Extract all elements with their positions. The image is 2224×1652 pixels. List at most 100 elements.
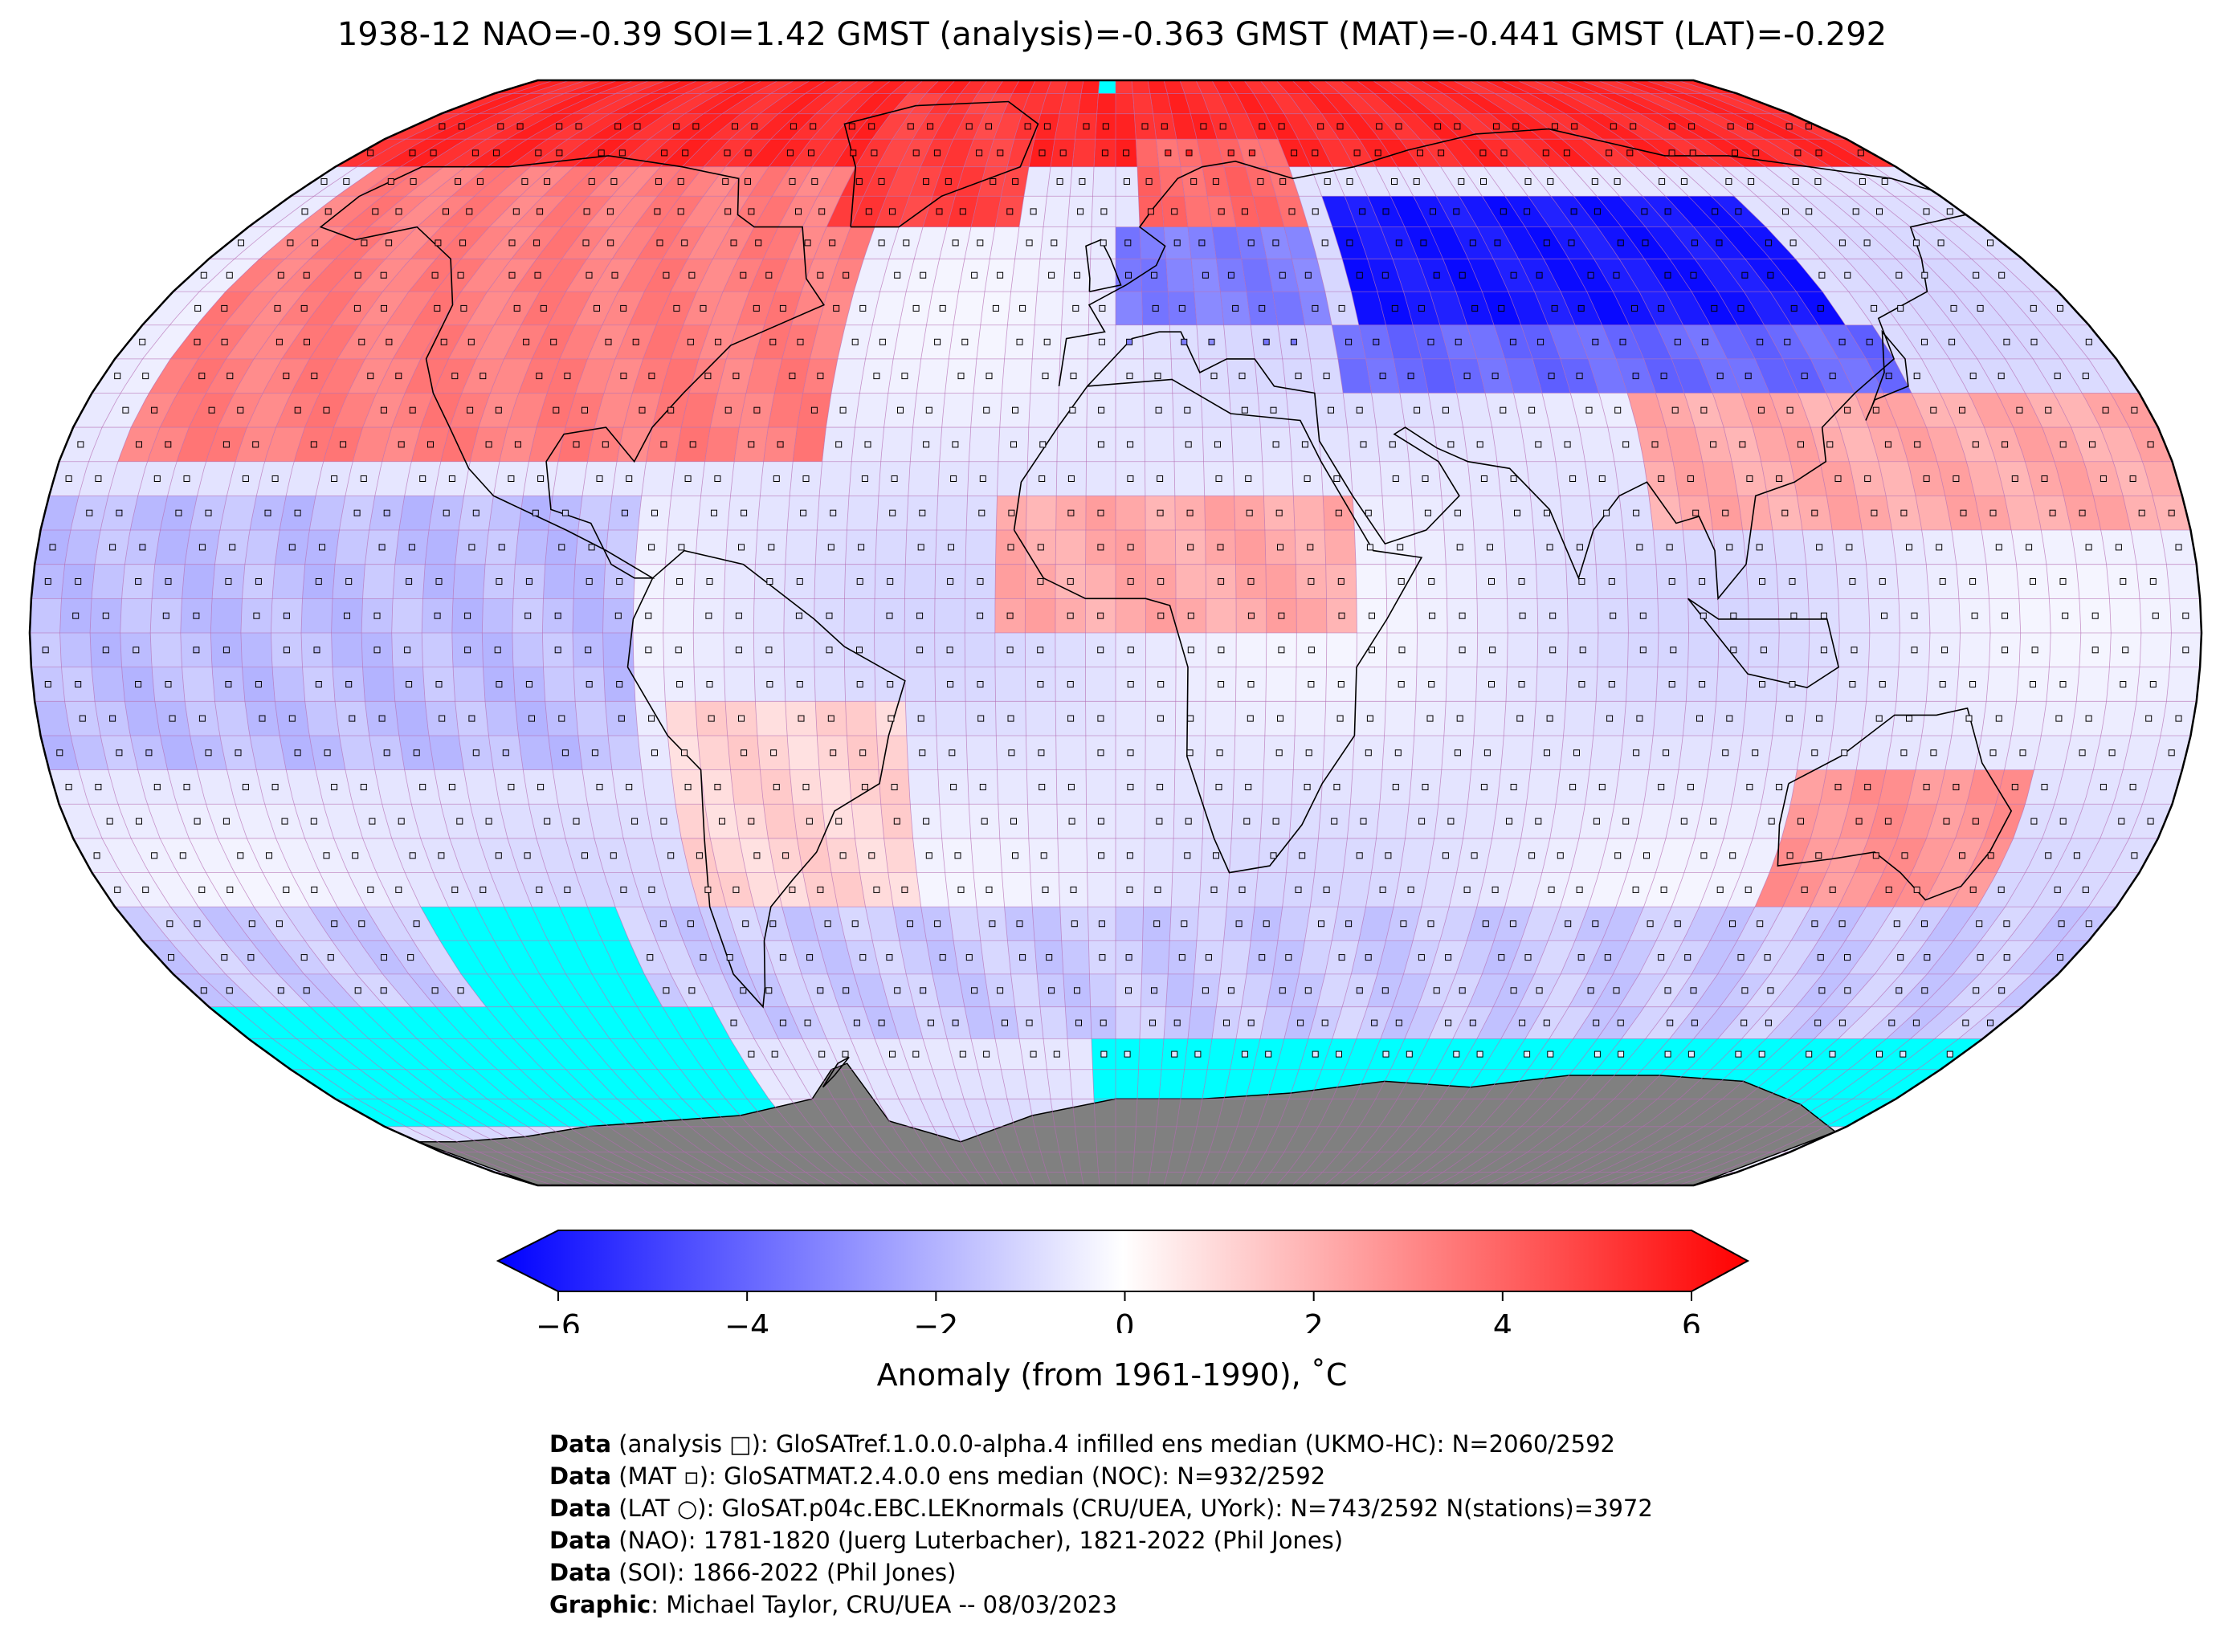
grid-cell — [854, 259, 889, 292]
analysis-marker — [1312, 1050, 1319, 1058]
grid-cell — [629, 292, 671, 325]
analysis-marker — [1455, 338, 1462, 345]
grid-cell — [607, 736, 642, 770]
grid-cell — [1205, 701, 1236, 736]
analysis-marker — [1471, 304, 1479, 312]
analysis-marker — [457, 271, 464, 279]
analysis-marker — [1042, 886, 1049, 893]
analysis-marker — [965, 954, 973, 961]
grid-cell — [189, 838, 235, 873]
grid-cell — [1061, 940, 1090, 974]
analysis-marker — [769, 338, 777, 345]
analysis-marker — [1626, 149, 1634, 157]
grid-cell — [970, 838, 1002, 873]
analysis-marker — [1747, 123, 1753, 130]
grid-cell — [1896, 564, 1929, 599]
grid-cell — [847, 496, 879, 530]
analysis-marker — [521, 178, 528, 185]
grid-cell — [1874, 166, 1941, 197]
grid-cell — [1459, 196, 1501, 227]
analysis-marker — [1913, 373, 1920, 380]
grid-cell — [1862, 530, 1896, 565]
grid-cell — [1184, 196, 1212, 227]
analysis-marker — [1960, 509, 1967, 516]
analysis-marker — [1690, 271, 1697, 279]
grid-cell — [102, 838, 149, 873]
analysis-marker — [2057, 304, 2063, 312]
grid-cell — [147, 804, 190, 838]
grid-cell — [357, 1099, 426, 1127]
analysis-marker — [1453, 1050, 1460, 1058]
analysis-marker — [42, 647, 49, 654]
analysis-marker — [971, 987, 978, 994]
analysis-marker — [817, 271, 824, 279]
analysis-marker — [1998, 886, 2005, 893]
analysis-marker — [1636, 715, 1643, 722]
grid-cell — [530, 1099, 588, 1127]
analysis-marker — [1818, 987, 1826, 994]
grid-cell — [610, 196, 658, 227]
analysis-marker — [524, 612, 532, 619]
analysis-marker — [1571, 123, 1578, 130]
analysis-marker — [1901, 852, 1908, 859]
analysis-marker — [300, 954, 308, 961]
analysis-marker — [1039, 784, 1046, 790]
grid-cell — [611, 166, 661, 197]
analysis-marker — [667, 406, 675, 414]
analysis-marker — [2030, 818, 2038, 825]
analysis-marker — [2120, 578, 2127, 585]
grid-cell — [665, 701, 698, 736]
grid-cell — [1944, 736, 1982, 770]
grid-cell — [660, 358, 699, 394]
analysis-marker — [1768, 818, 1775, 825]
analysis-marker — [536, 373, 543, 380]
grid-cell — [1507, 633, 1538, 667]
analysis-marker — [1659, 178, 1666, 185]
analysis-marker — [409, 406, 416, 414]
analysis-marker — [1127, 784, 1134, 790]
grid-cell — [916, 358, 949, 394]
grid-cell — [1440, 139, 1484, 167]
analysis-marker — [903, 239, 910, 247]
analysis-marker — [86, 509, 93, 516]
analysis-marker — [430, 149, 437, 157]
grid-cell — [412, 940, 462, 974]
grid-cell — [863, 1069, 900, 1099]
analysis-marker — [688, 271, 696, 279]
analysis-marker — [2002, 647, 2009, 654]
analysis-marker — [2002, 441, 2009, 448]
analysis-marker — [1299, 852, 1306, 859]
analysis-marker — [508, 784, 515, 790]
analysis-marker — [1924, 954, 1931, 961]
analysis-marker — [1730, 647, 1737, 654]
grid-cell — [1318, 427, 1351, 462]
grid-cell — [1293, 496, 1325, 530]
analysis-marker — [122, 406, 129, 414]
analysis-marker — [894, 271, 901, 279]
analysis-marker — [1215, 475, 1222, 482]
grid-cell — [335, 530, 369, 565]
analysis-marker — [1631, 304, 1638, 312]
grid-cell — [872, 292, 907, 325]
analysis-marker — [1124, 239, 1132, 247]
analysis-marker — [1356, 406, 1363, 414]
analysis-marker — [1210, 373, 1218, 380]
analysis-marker — [283, 647, 290, 654]
analysis-marker — [1186, 749, 1194, 757]
grid-cell — [1272, 292, 1305, 325]
analysis-marker — [1438, 149, 1445, 157]
analysis-marker — [647, 954, 654, 961]
analysis-marker — [1165, 149, 1172, 157]
grid-cell — [1116, 1006, 1141, 1039]
analysis-marker — [1814, 178, 1822, 185]
analysis-marker — [544, 178, 551, 185]
grid-cell — [976, 324, 1008, 359]
analysis-marker — [1735, 1050, 1742, 1058]
grid-cell — [234, 872, 282, 908]
analysis-marker — [1668, 149, 1675, 157]
analysis-marker — [1424, 509, 1431, 516]
grid-cell — [474, 1069, 531, 1099]
analysis-marker — [533, 239, 541, 247]
analysis-marker — [324, 208, 332, 215]
grid-cell — [854, 973, 889, 1007]
